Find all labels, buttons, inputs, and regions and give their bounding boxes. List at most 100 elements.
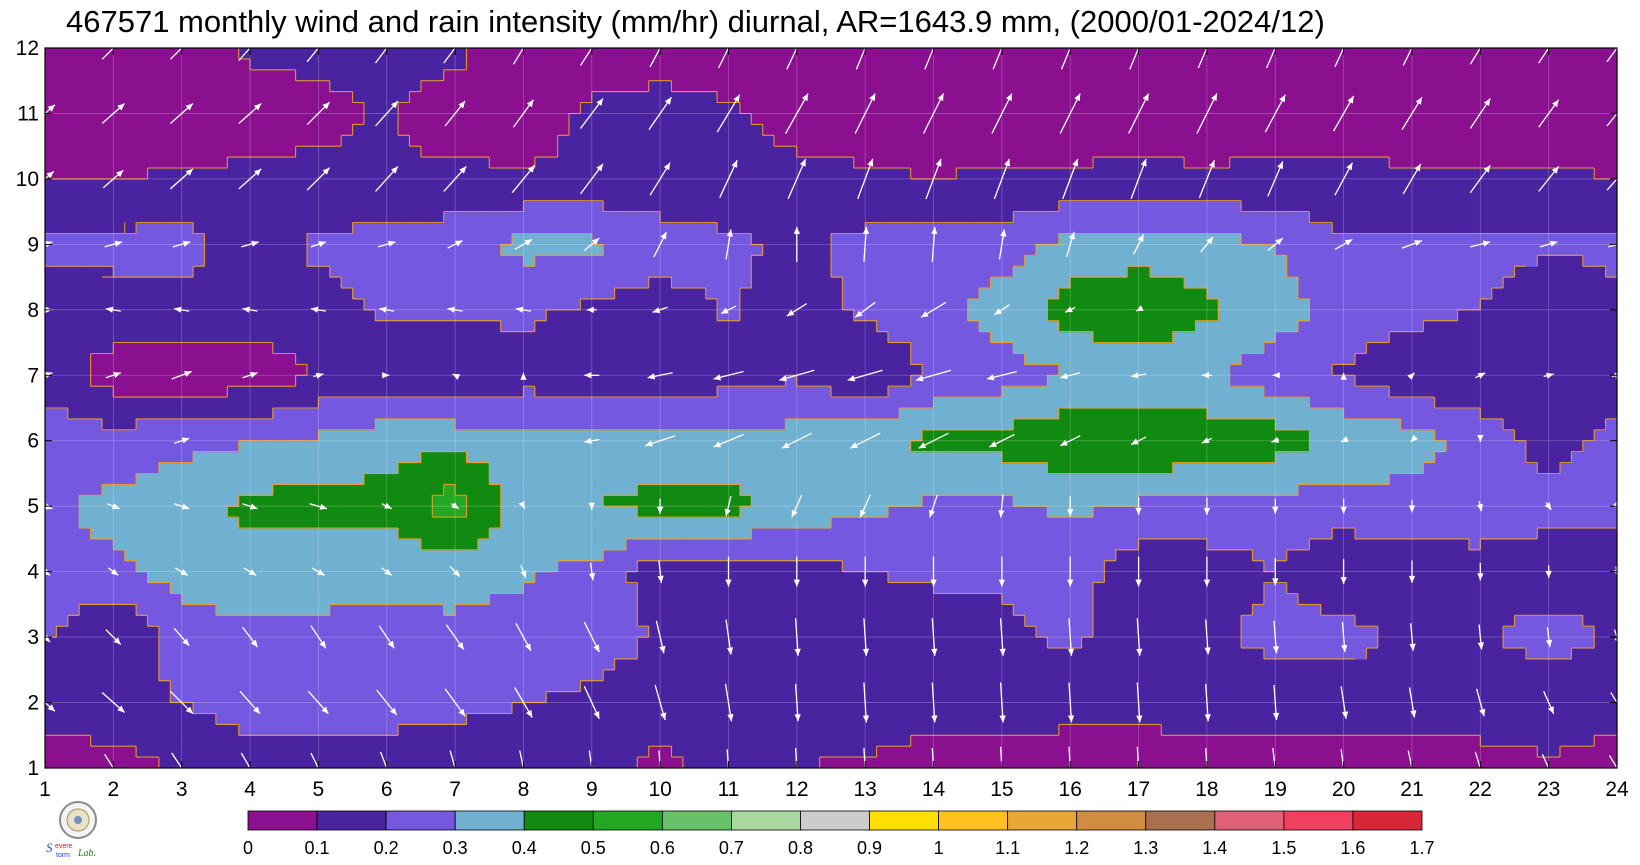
heat-cell: [625, 418, 638, 431]
heat-cell: [477, 408, 490, 420]
heat-cell: [739, 702, 752, 715]
heat-cell: [1434, 582, 1447, 595]
heat-cell: [887, 560, 900, 573]
heat-cell: [591, 440, 604, 453]
heat-cell: [329, 397, 342, 409]
heat-cell: [671, 495, 684, 507]
heat-cell: [1446, 397, 1459, 409]
heat-cell: [227, 397, 240, 409]
heat-cell: [614, 669, 627, 682]
heat-cell: [181, 691, 194, 704]
heat-cell: [341, 691, 354, 704]
heat-cell: [1537, 418, 1550, 431]
heat-cell: [1343, 560, 1356, 573]
heat-cell: [842, 571, 855, 584]
heat-cell: [1332, 451, 1345, 464]
heat-cell: [1229, 517, 1242, 529]
heat-cell: [774, 626, 787, 638]
heat-cell: [819, 473, 832, 485]
heat-cell: [352, 691, 365, 704]
heat-cell: [215, 538, 228, 551]
heat-cell: [512, 538, 525, 551]
heat-cell: [1366, 680, 1379, 693]
heat-cell: [1149, 735, 1162, 747]
heat-cell: [694, 658, 707, 671]
heat-cell: [1138, 593, 1151, 605]
heat-cell: [1343, 713, 1356, 725]
heat-cell: [375, 418, 388, 431]
heat-cell: [512, 495, 525, 507]
heat-cell: [1377, 517, 1390, 529]
heat-cell: [739, 375, 752, 387]
heat-cell: [90, 473, 103, 485]
heat-cell: [1514, 462, 1527, 475]
heat-cell: [762, 615, 775, 627]
heat-cell: [625, 440, 638, 453]
heat-cell: [523, 680, 536, 693]
heat-cell: [796, 375, 809, 387]
heat-cell: [1332, 735, 1345, 747]
heat-cell: [284, 418, 297, 431]
heat-cell: [307, 528, 319, 540]
heat-cell: [648, 517, 661, 529]
heat-cell: [45, 549, 57, 562]
heat-cell: [785, 702, 798, 715]
heat-cell: [682, 386, 695, 398]
heat-cell: [523, 440, 536, 453]
heat-cell: [1036, 473, 1049, 485]
heat-cell: [785, 418, 798, 431]
heat-cell: [1115, 582, 1128, 595]
heat-cell: [1503, 484, 1516, 496]
heat-cell: [523, 582, 536, 595]
heat-cell: [1138, 702, 1151, 715]
heat-cell: [1127, 484, 1140, 496]
heat-cell: [910, 724, 923, 736]
heat-cell: [1537, 484, 1550, 496]
heat-cell: [466, 593, 479, 605]
heat-cell: [546, 724, 559, 736]
heat-cell: [1389, 484, 1402, 496]
heat-cell: [1184, 375, 1197, 387]
heat-cell: [375, 724, 388, 736]
heat-cell: [1275, 538, 1288, 551]
heat-cell: [1423, 604, 1436, 616]
heat-cell: [1081, 386, 1094, 398]
heat-cell: [1423, 593, 1436, 605]
heat-cell: [1229, 593, 1242, 605]
heat-cell: [956, 375, 969, 387]
heat-cell: [1355, 451, 1367, 464]
heat-cell: [204, 626, 217, 638]
heat-cell: [751, 375, 764, 387]
heat-cell: [591, 560, 604, 573]
heat-cell: [1491, 571, 1504, 584]
heat-cell: [1001, 528, 1014, 540]
heat-cell: [1195, 418, 1208, 431]
heat-cell: [979, 702, 992, 715]
heat-cell: [136, 626, 149, 638]
heat-cell: [785, 386, 798, 398]
heat-cell: [1070, 418, 1083, 431]
heat-cell: [648, 582, 661, 595]
heat-cell: [466, 746, 479, 758]
heat-cell: [842, 386, 855, 398]
heat-cell: [1446, 680, 1459, 693]
heat-cell: [466, 757, 479, 768]
heat-cell: [887, 669, 900, 682]
heat-cell: [557, 418, 570, 431]
heat-cell: [1468, 528, 1481, 540]
heat-cell: [1446, 375, 1459, 387]
heat-cell: [284, 429, 297, 442]
heat-cell: [1400, 528, 1413, 540]
heat-cell: [751, 702, 764, 715]
heat-cell: [1013, 691, 1026, 704]
heat-cell: [1434, 648, 1447, 660]
heat-cell: [1343, 440, 1356, 453]
heat-cell: [1525, 615, 1538, 627]
heat-cell: [227, 757, 240, 768]
heat-cell: [181, 713, 194, 725]
heat-cell: [181, 626, 194, 638]
heat-cell: [477, 451, 490, 464]
heat-cell: [170, 473, 183, 485]
heat-cell: [785, 571, 798, 584]
heat-cell: [1286, 473, 1299, 485]
